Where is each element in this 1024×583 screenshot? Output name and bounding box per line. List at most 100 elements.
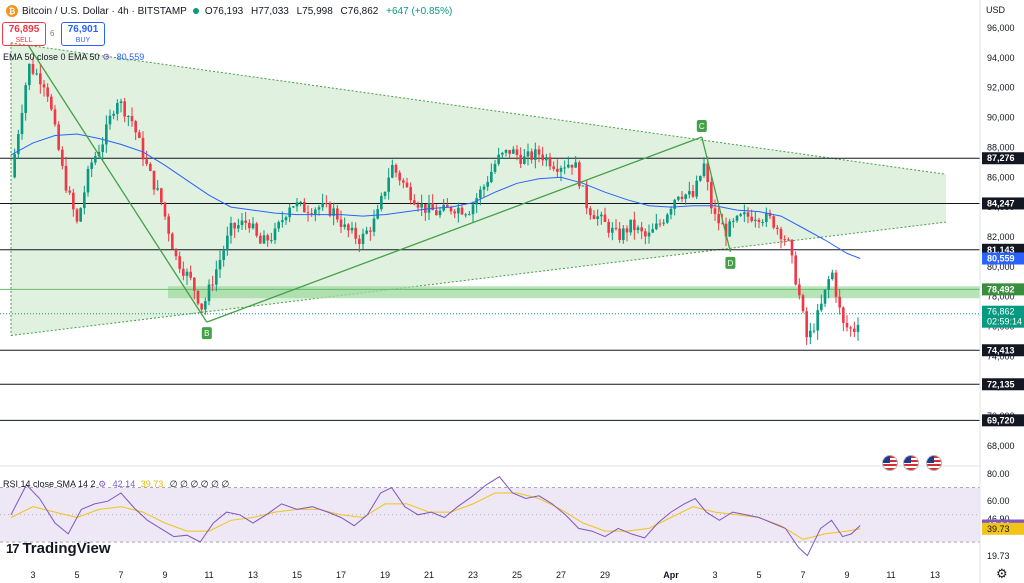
candle-body [182,268,185,276]
candle-body [369,230,372,232]
pattern-line [206,136,703,323]
candle-body [633,219,636,231]
time-tick-label: 9 [844,570,849,580]
candle-body [790,239,794,256]
rsi-tick-label: 19.73 [987,551,1010,561]
price-tick-label: 74,000 [987,351,1015,361]
candle-body [735,215,739,221]
candle-body [248,222,251,229]
symbol-title[interactable]: Bitcoin / U.S. Dollar · 4h · BITSTAMP [22,5,187,17]
candle-body [108,115,112,125]
candle-body [233,222,236,229]
candle-body [86,168,90,193]
sell-button[interactable]: 76,895 SELL [2,22,46,46]
candle-body [768,212,772,217]
level-label: 84,247 [987,198,1015,208]
rsi-mid-label: 46.90 [987,514,1010,524]
market-status-icon [192,8,199,14]
bitcoin-icon: ₿ [6,5,18,17]
level-label-box [982,152,1024,165]
candle-body [156,188,159,190]
tradingview-logo-icon: 17 [6,541,20,556]
candle-body [424,203,427,213]
indicator-settings-icon[interactable]: ⚙ [98,479,107,489]
candle-body [453,211,456,214]
price-axis: 96,00094,00092,00090,00088,00086,00084,0… [979,0,1024,583]
candle-body [339,219,343,227]
candle-body [332,208,335,216]
candle-body [171,233,174,249]
candle-body [504,149,508,153]
candle-body [724,223,728,237]
candle-body [618,228,621,241]
chart-settings-icon[interactable]: ⚙ [996,566,1008,581]
candle-body [699,176,702,181]
candle-body [123,101,126,117]
time-tick-label: 7 [118,570,123,580]
candle-body [479,189,482,199]
candle-body [365,230,368,234]
candle-body [321,203,324,208]
us-event-flag-icon[interactable] [882,455,898,471]
candle-body [728,221,731,237]
indicator-settings-icon[interactable]: ⚙ [102,52,111,62]
candle-body [101,144,104,152]
level-label-box [982,197,1024,210]
change-value: +647 (+0.85%) [386,5,453,17]
candle-body [17,134,20,155]
rsi-legend[interactable]: RSI 14 close SMA 14 2 ⚙ 42.14 39.73 ∅ ∅ … [3,479,229,490]
price-tick-label: 92,000 [987,83,1015,93]
candle-body [163,202,167,217]
ema-legend[interactable]: EMA 50 close 0 EMA 50 ⚙ 80,559 [3,52,144,63]
candle-body [185,271,189,276]
close-value: C76,862 [340,5,379,17]
tradingview-logo[interactable]: 17 TradingView [6,540,111,557]
price-tick-label: 82,000 [987,232,1015,242]
us-event-flag-icon[interactable] [903,455,919,471]
time-tick-label: 17 [336,570,346,580]
candle-body [592,215,596,220]
candle-body [394,164,398,173]
candle-body [640,227,643,232]
candle-body [611,227,614,233]
candle-body [314,209,317,215]
candle-body [438,210,442,216]
candle-body [72,192,75,210]
candle-body [409,187,412,201]
price-tick-label: 96,000 [987,23,1015,33]
currency-label[interactable]: USD [986,5,1006,15]
candle-body [713,208,717,214]
candle-body [548,157,552,167]
time-tick-label: 15 [292,570,302,580]
candle-body [167,216,170,234]
candle-body [853,328,856,332]
candle-body [20,112,24,135]
pattern-point-label: C [699,122,705,131]
candle-body [299,201,302,203]
time-tick-label: 13 [248,570,258,580]
candle-body [651,229,654,233]
triangle-upper-trendline [10,42,947,175]
candle-body [39,73,42,85]
us-event-flag-icon[interactable] [926,455,942,471]
candle-body [574,162,577,168]
symbol-header: ₿ Bitcoin / U.S. Dollar · 4h · BITSTAMP … [0,0,457,22]
candle-body [204,301,207,310]
level-label: 81,143 [987,245,1015,255]
candle-body [387,177,390,192]
candle-body [116,103,119,114]
candle-body [273,228,277,241]
candle-body [31,64,35,74]
candle-body [684,194,687,199]
candle-body [739,214,742,216]
candle-body [372,218,376,232]
buy-button[interactable]: 76,901 BUY [61,22,105,46]
time-tick-label: 5 [74,570,79,580]
candle-body [515,149,519,155]
candle-body [816,310,819,331]
candle-body [13,154,16,178]
candle-body [669,208,673,215]
candle-body [376,209,379,219]
candle-body [178,256,181,269]
